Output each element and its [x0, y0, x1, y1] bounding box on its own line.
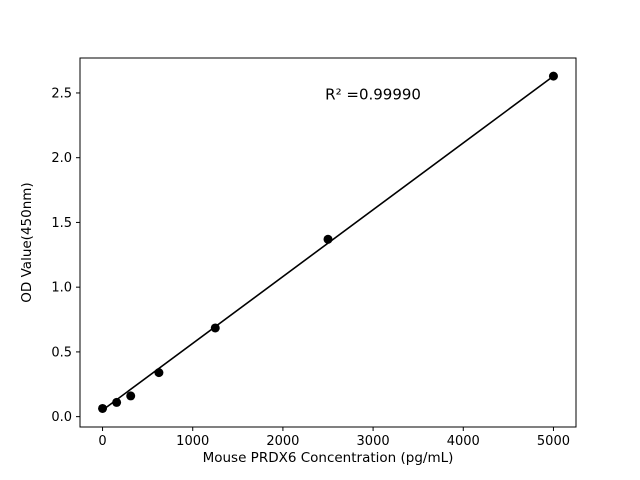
x-tick-label: 4000 — [447, 434, 480, 449]
data-point — [112, 397, 122, 407]
plot-border — [79, 57, 577, 428]
data-point — [154, 368, 164, 378]
x-tick-label: 5000 — [537, 434, 570, 449]
data-point — [98, 403, 108, 413]
data-point — [210, 323, 220, 333]
data-point — [548, 71, 558, 81]
data-point — [126, 391, 136, 401]
data-point — [323, 234, 333, 244]
y-tick-label: 0.5 — [51, 345, 72, 360]
x-tick-label: 1000 — [176, 434, 209, 449]
x-axis-label: Mouse PRDX6 Concentration (pg/mL) — [203, 450, 454, 466]
y-tick-label: 2.0 — [51, 151, 72, 166]
y-tick-label: 1.0 — [51, 281, 72, 296]
y-axis-label: OD Value(450nm) — [19, 182, 35, 302]
r-squared-annotation: R² =0.99990 — [325, 85, 421, 103]
y-tick-label: 2.5 — [51, 86, 72, 101]
x-tick-label: 3000 — [357, 434, 390, 449]
y-tick-label: 0.0 — [51, 410, 72, 425]
x-tick-label: 2000 — [266, 434, 299, 449]
y-tick-label: 1.5 — [51, 216, 72, 231]
x-tick-label: 0 — [98, 434, 106, 449]
